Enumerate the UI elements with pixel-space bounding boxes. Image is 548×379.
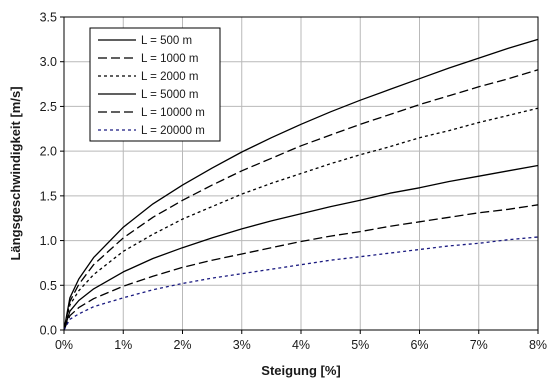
- y-axis-title: Längsgeschwindigkeit [m/s]: [8, 86, 23, 260]
- x-tick-label: 0%: [55, 338, 73, 352]
- series-group: [63, 38, 539, 331]
- legend-box: [89, 27, 221, 142]
- x-tick-label: 1%: [114, 338, 132, 352]
- y-tick-label: 3.0: [40, 55, 57, 69]
- y-tick-label: 0.0: [40, 324, 57, 338]
- y-tick-label: 1.5: [40, 189, 57, 203]
- x-tick-label: 4%: [292, 338, 310, 352]
- legend-label: L = 1000 m: [141, 53, 198, 65]
- series-line-1: [63, 38, 539, 331]
- series-line-5: [63, 204, 539, 331]
- series-line-3: [63, 107, 539, 331]
- axis-ticks: 0.0 0.5 1.0 1.5 2.0 2.5 3.0 3.5 0% 1% 2% 3% 4% 5% 6% 7%…: [40, 11, 547, 353]
- x-tick-label: 7%: [470, 338, 488, 352]
- series-line-4: [63, 164, 539, 331]
- series-line-2: [63, 69, 539, 331]
- legend-label: L = 10000 m: [141, 107, 205, 119]
- legend-label: L = 500 m: [141, 35, 192, 47]
- legend: L = 500 m L = 1000 m L = 2000 m L = 5000 m L…: [89, 27, 221, 142]
- x-axis-title: Steigung [%]: [261, 363, 340, 378]
- y-tick-label: 2.0: [40, 145, 57, 159]
- y-tick-label: 0.5: [40, 279, 57, 293]
- x-tick-label: 6%: [410, 338, 428, 352]
- legend-label: L = 20000 m: [141, 125, 205, 137]
- legend-label: L = 5000 m: [141, 89, 198, 101]
- y-tick-label: 1.0: [40, 234, 57, 248]
- x-tick-label: 2%: [173, 338, 191, 352]
- x-tick-label: 8%: [529, 338, 547, 352]
- y-tick-label: 3.5: [40, 11, 57, 25]
- y-tick-label: 2.5: [40, 100, 57, 114]
- legend-label: L = 2000 m: [141, 71, 198, 83]
- x-tick-label: 5%: [351, 338, 369, 352]
- x-tick-label: 3%: [233, 338, 251, 352]
